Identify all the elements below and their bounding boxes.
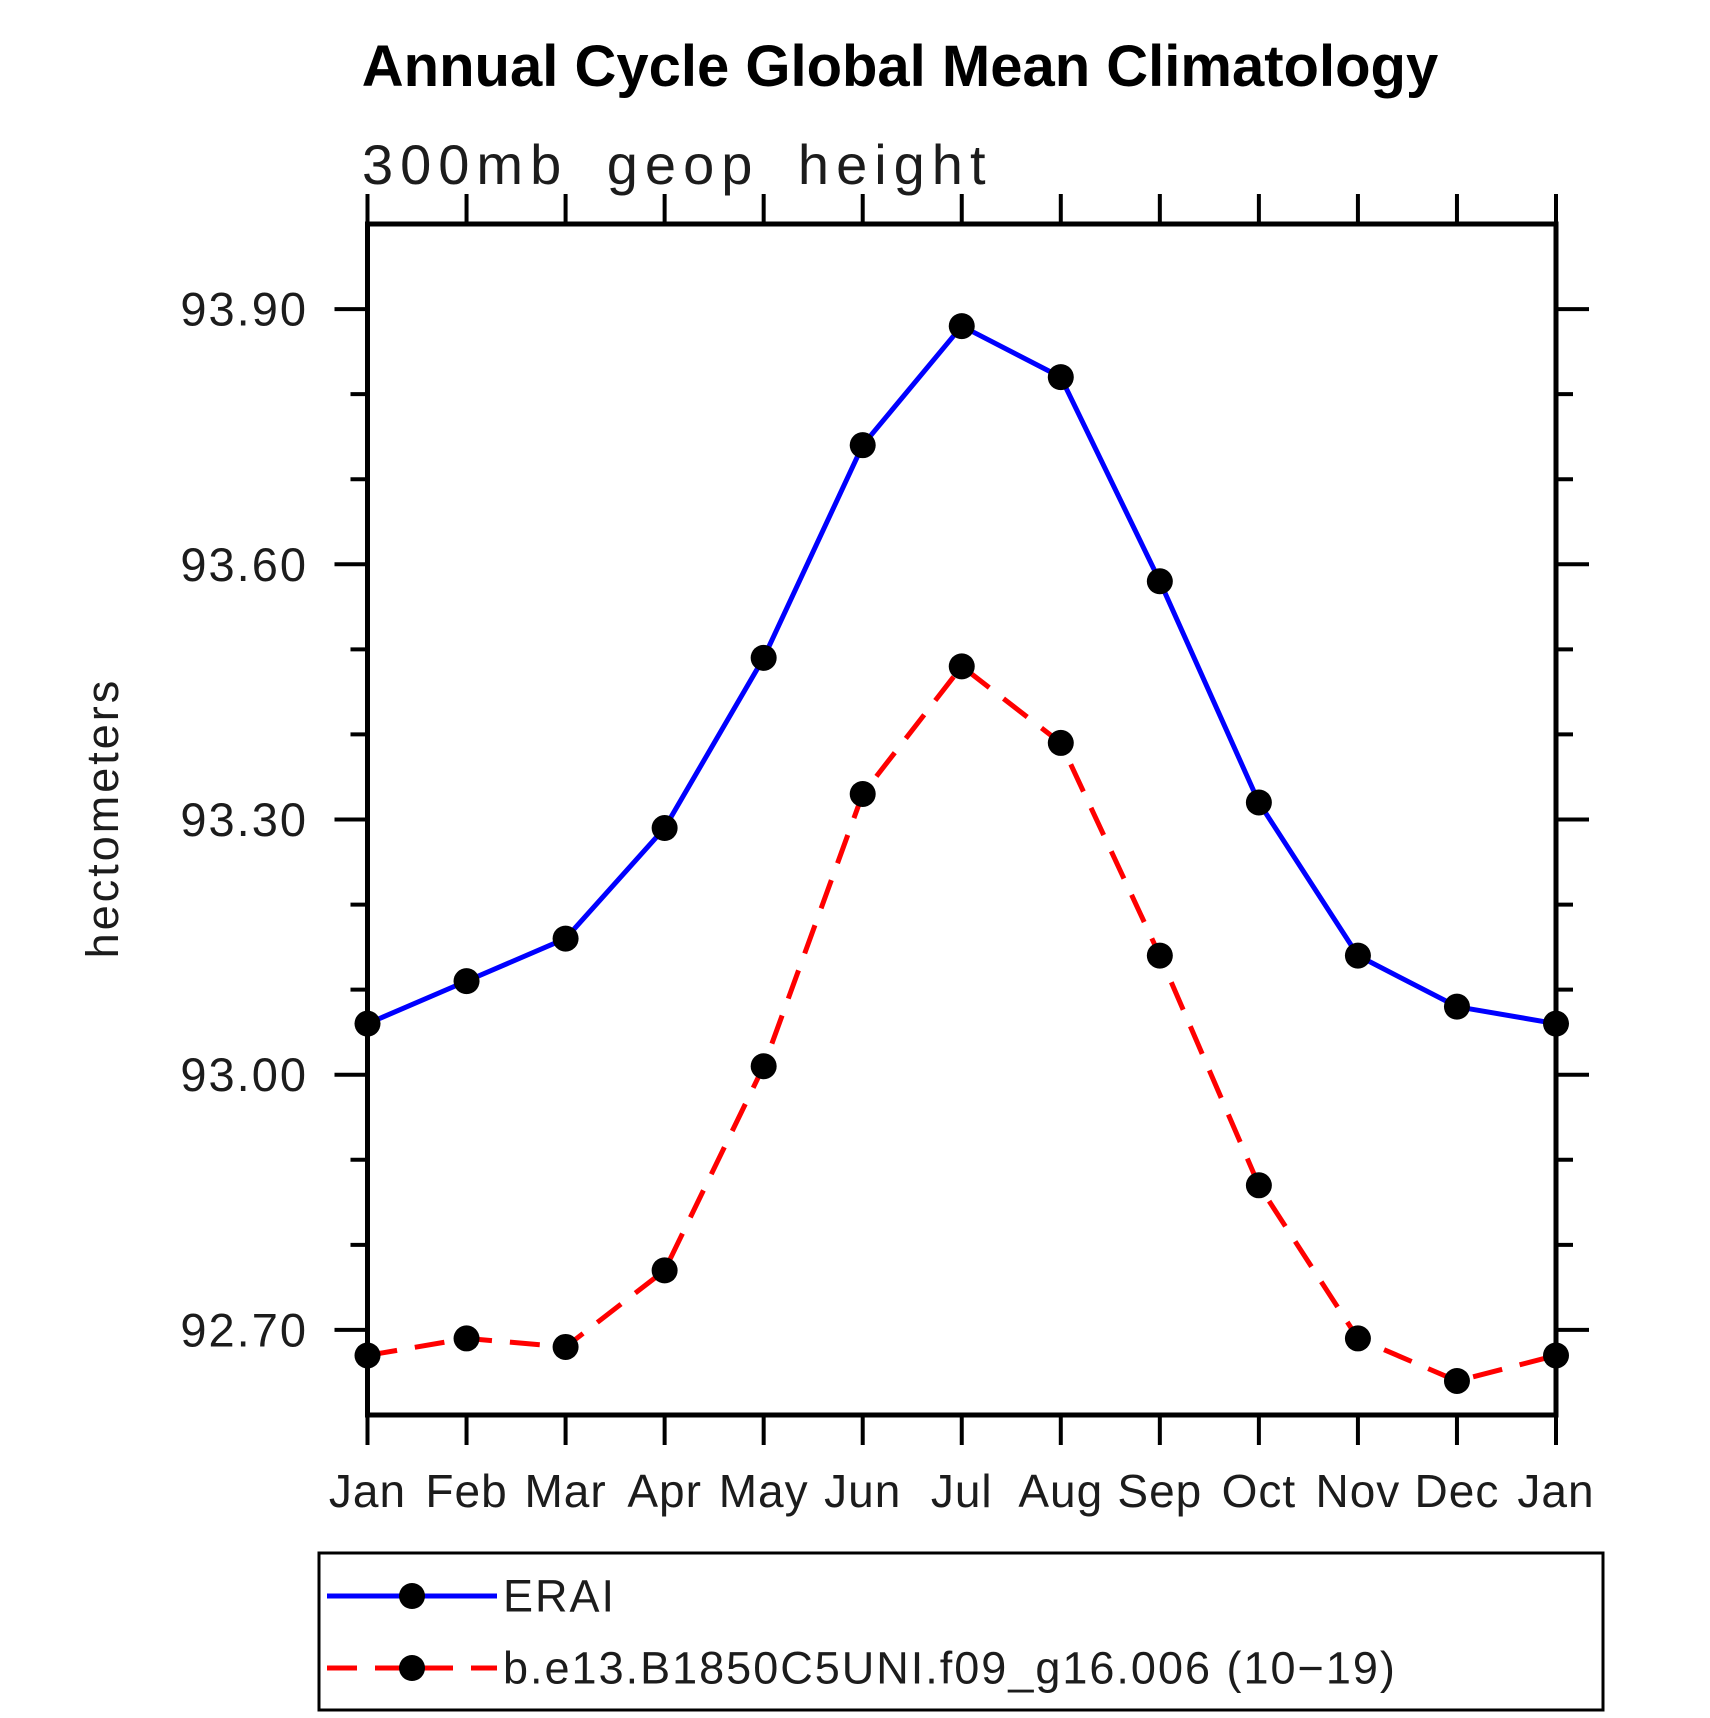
data-point xyxy=(1047,729,1074,756)
data-point xyxy=(750,1053,777,1080)
data-point xyxy=(849,432,876,459)
y-tick-label: 92.70 xyxy=(180,1303,308,1356)
data-point xyxy=(948,313,975,340)
x-tick-label: Jan xyxy=(1517,1465,1594,1517)
data-point xyxy=(1443,1367,1470,1394)
legend-sample-marker-0 xyxy=(399,1583,425,1609)
x-tick-label: Dec xyxy=(1415,1465,1500,1517)
data-point xyxy=(1146,568,1173,595)
data-point xyxy=(552,1333,579,1360)
plot-box xyxy=(365,221,1559,1418)
x-tick-label: Jul xyxy=(931,1465,993,1517)
data-point xyxy=(552,925,579,952)
data-point xyxy=(1146,942,1173,969)
data-point xyxy=(849,780,876,807)
data-point xyxy=(948,653,975,680)
plot-area: 92.70 93.00 93.30 93.60 93.90 Jan Feb Mar Apr May… xyxy=(180,194,1594,1517)
x-tick-label: Mar xyxy=(524,1465,606,1517)
data-point xyxy=(354,1010,381,1037)
data-point xyxy=(651,1257,678,1284)
legend-box xyxy=(317,1551,1605,1712)
legend-sample-marker-1 xyxy=(399,1655,425,1681)
y-tick-label: 93.90 xyxy=(180,283,308,336)
x-tick-label: Oct xyxy=(1222,1465,1297,1517)
data-point xyxy=(1543,1010,1569,1037)
data-point xyxy=(651,815,678,842)
data-point xyxy=(453,968,480,995)
data-point xyxy=(1344,942,1371,969)
x-tick-label: Jun xyxy=(824,1465,901,1517)
legend-label-erai: ERAI xyxy=(503,1571,616,1622)
y-tick-label: 93.00 xyxy=(180,1048,308,1101)
x-tick-label: Aug xyxy=(1018,1465,1103,1517)
data-point xyxy=(1443,993,1470,1020)
data-point xyxy=(1543,1342,1569,1369)
chart-subtitle: 300mb geop height xyxy=(362,133,993,196)
legend-label-model: b.e13.B1850C5UNI.f09_g16.006 (10−19) xyxy=(503,1643,1397,1694)
x-tick-label: May xyxy=(719,1465,809,1517)
x-tick-label: Feb xyxy=(425,1465,507,1517)
legend-samples xyxy=(327,1583,497,1681)
chart-title: Annual Cycle Global Mean Climatology xyxy=(362,34,1438,99)
y-axis-title: hectometers xyxy=(77,678,128,959)
data-point xyxy=(1245,1172,1272,1199)
data-point xyxy=(750,644,777,671)
y-tick-label: 93.60 xyxy=(180,538,308,591)
x-tick-label: Nov xyxy=(1316,1465,1401,1517)
data-point xyxy=(453,1325,480,1352)
x-tick-label: Apr xyxy=(627,1465,702,1517)
data-point xyxy=(1245,789,1272,816)
data-point xyxy=(1344,1325,1371,1352)
y-tick-label: 93.30 xyxy=(180,793,308,846)
legend: ERAI b.e13.B1850C5UNI.f09_g16.006 (10−19… xyxy=(317,1551,1605,1712)
x-tick-label: Jan xyxy=(329,1465,406,1517)
x-tick-label: Sep xyxy=(1117,1465,1202,1517)
series-line-1 xyxy=(367,662,1557,1384)
data-point xyxy=(1047,364,1074,391)
data-point xyxy=(354,1342,381,1369)
